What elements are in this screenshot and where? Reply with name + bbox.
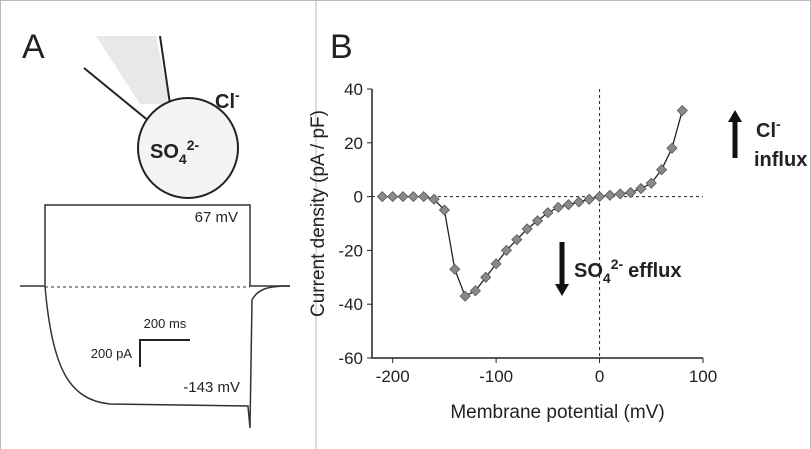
data-point [449,263,461,275]
data-point [480,271,492,283]
data-point [573,196,585,208]
data-point [604,189,616,201]
data-point [676,104,688,117]
data-point [500,244,513,256]
data-point [397,191,409,203]
ion-subscript: 4 [603,270,611,286]
trace [20,204,290,287]
data-point [531,215,544,227]
y-tick-label: 20 [344,134,363,153]
y-tick-label: 0 [354,188,363,207]
trace [44,285,291,429]
y-tick-label: -60 [338,349,363,368]
data-point [511,234,523,246]
ion-charge: 2- [611,256,624,272]
data-point [376,191,388,203]
x-tick-label: 0 [595,367,604,386]
annotation: influx [754,149,807,171]
y-tick-label: -20 [338,241,363,260]
annotation: Cl- [756,116,781,142]
data-point [387,191,399,203]
panel-label: A [22,28,45,66]
scale-bar [139,339,190,367]
current-traces [20,204,291,429]
pipette-fill [96,36,170,104]
data-point [490,258,502,270]
data-point [645,177,657,189]
ion-base: Cl [756,120,776,142]
annotation: SO42- efflux [574,256,682,286]
ion-charge: - [235,87,240,103]
y-tick-label: 40 [344,80,363,99]
x-axis-label: Membrane potential (mV) [450,402,664,423]
data-point [407,191,419,203]
pipette-ion: SO42- [150,137,199,167]
scale-label: 200 pA [91,346,133,361]
ion-charge: 2- [187,137,200,153]
pipette-wall [83,67,151,123]
data-point [521,223,533,235]
data-point [635,182,647,195]
ion-charge: - [776,116,781,132]
data-point [656,164,668,176]
data-point [428,193,440,205]
data-point [625,186,637,199]
y-tick-label: -40 [338,295,363,314]
y-axis-label: Current density (pA / pF) [308,110,329,317]
ion-base: SO [574,260,603,282]
ion-base: Cl [215,91,235,113]
voltage-label: -143 mV [183,379,240,396]
voltage-label: 67 mV [195,209,238,226]
panel-label: B [330,28,353,66]
data-point [469,285,482,297]
cell [137,97,239,199]
ion-subscript: 4 [179,151,187,167]
ion-base: SO [150,141,179,163]
pipette-wall [159,35,171,105]
annotation-text: efflux [628,260,681,282]
data-point [614,188,626,200]
x-tick-label: -100 [479,367,513,386]
scale-label: 200 ms [144,316,187,331]
data-point [552,201,564,213]
x-tick-label: 100 [689,367,717,386]
data-point [562,199,575,211]
data-point [459,290,471,302]
data-point [593,191,606,203]
data-point [583,193,595,205]
cell-ion: Cl- [215,87,240,113]
data-point [542,207,554,219]
data-point [666,142,678,154]
data-point [438,204,450,216]
x-tick-label: -200 [376,367,410,386]
arrow-head [555,284,569,296]
data-point [418,191,430,203]
arrow-head [728,110,742,122]
